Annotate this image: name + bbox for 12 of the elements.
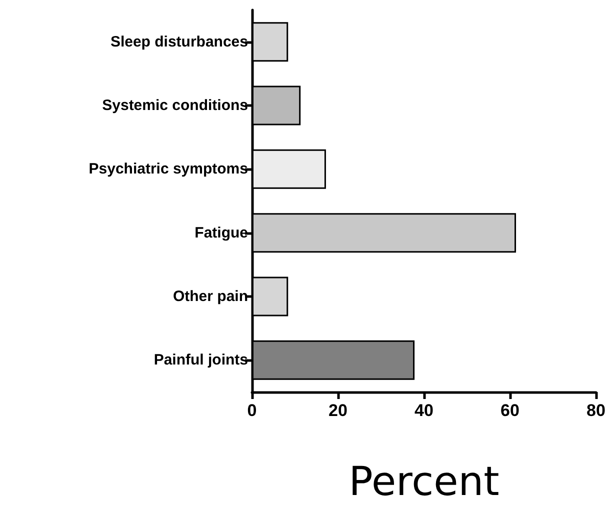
x-tick-label: 0 — [247, 401, 257, 420]
y-tick-label: Painful joints — [154, 352, 248, 369]
y-tick-label: Other pain — [172, 288, 248, 305]
x-axis-title: Percent — [348, 459, 500, 505]
x-tick-label: 80 — [586, 401, 606, 420]
x-tick-label: 60 — [500, 401, 520, 420]
x-tick-label: 20 — [328, 401, 348, 420]
y-tick-label: Psychiatric symptoms — [88, 160, 248, 178]
y-tick-label: Systemic conditions — [102, 97, 248, 114]
x-tick-label: 40 — [414, 401, 434, 420]
y-tick-label: Sleep disturbances — [110, 33, 248, 50]
y-tick-label: Fatigue — [194, 224, 248, 242]
